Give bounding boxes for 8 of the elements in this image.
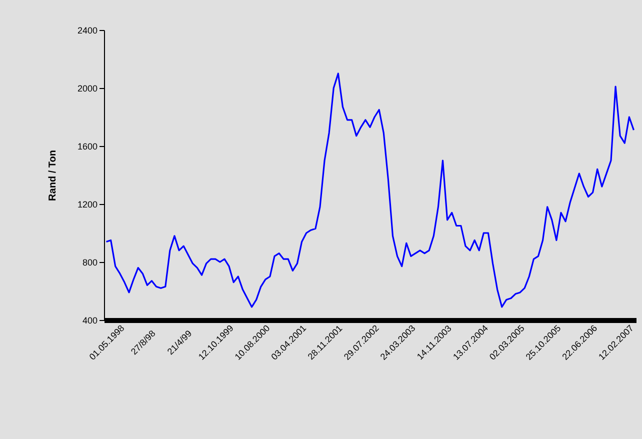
y-tick-label: 1600 bbox=[77, 142, 98, 152]
y-tick-label: 2400 bbox=[77, 26, 98, 36]
y-tick-label: 2000 bbox=[77, 84, 98, 94]
line-series bbox=[105, 72, 635, 308]
y-tick-label: 400 bbox=[82, 316, 98, 326]
y-axis-title: Rand / Ton bbox=[47, 150, 58, 201]
y-tick-label: 1200 bbox=[77, 200, 98, 210]
y-tick-label: 800 bbox=[82, 258, 98, 268]
